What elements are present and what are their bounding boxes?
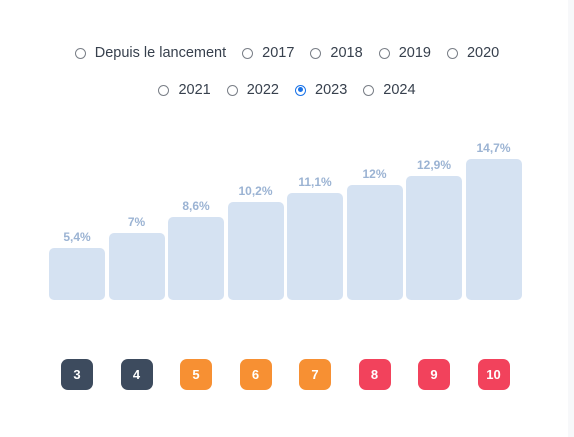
radio-button[interactable] — [242, 47, 254, 59]
bar — [227, 202, 284, 300]
bar-value-label: 12% — [362, 166, 387, 181]
category-badge: 3 — [61, 359, 93, 390]
bar — [465, 158, 522, 300]
bar-value-label: 14,7% — [476, 140, 511, 155]
radio-option-2024[interactable]: 2024 — [363, 82, 416, 98]
scroll-edge — [568, 0, 574, 437]
radio-option-2021[interactable]: 2021 — [158, 82, 211, 98]
category-badge: 4 — [120, 359, 153, 390]
radio-option-2019[interactable]: 2019 — [378, 45, 431, 61]
bar-value-label: 5,4% — [63, 230, 91, 245]
bar-value-label: 12,9% — [416, 158, 452, 173]
radio-button[interactable] — [310, 47, 322, 59]
radio-button[interactable] — [226, 84, 238, 96]
bar — [168, 217, 224, 300]
radio-button[interactable] — [363, 84, 375, 96]
radio-option-depuis-le-lancement[interactable]: Depuis le lancement — [74, 45, 227, 61]
category-badge: 5 — [180, 359, 212, 390]
radio-option-2022[interactable]: 2022 — [226, 82, 279, 98]
category-badge: 8 — [358, 359, 391, 390]
bar — [287, 193, 343, 300]
radio-option-2020[interactable]: 2020 — [446, 45, 500, 61]
bar — [406, 176, 462, 300]
period-filter-row-1: Depuis le lancement 2017 2018 2019 2020 — [0, 45, 574, 61]
radio-button[interactable] — [158, 84, 170, 96]
radio-label: 2024 — [383, 82, 416, 98]
radio-label: 2023 — [315, 82, 348, 98]
radio-button[interactable] — [446, 47, 458, 59]
radio-label: 2019 — [398, 45, 431, 61]
bar — [346, 184, 403, 300]
radio-button[interactable] — [378, 47, 390, 59]
radio-label: 2017 — [262, 45, 295, 61]
radio-option-2017[interactable]: 2017 — [242, 45, 294, 61]
radio-label: 2022 — [246, 82, 279, 98]
bar-value-label: 7% — [127, 214, 146, 229]
radio-label: Depuis le lancement — [94, 45, 227, 61]
bar-value-label: 11,1% — [298, 175, 332, 190]
category-badge: 7 — [299, 359, 331, 390]
radio-label: 2020 — [466, 45, 500, 61]
category-badge: 10 — [477, 359, 510, 390]
bar — [108, 232, 165, 300]
radio-button[interactable] — [295, 84, 306, 96]
bar-value-label: 10,2% — [238, 184, 273, 199]
category-badge: 6 — [239, 359, 272, 390]
radio-button[interactable] — [74, 47, 86, 59]
category-badge: 9 — [418, 359, 450, 390]
radio-option-2023[interactable]: 2023 — [295, 82, 347, 98]
radio-label: 2018 — [330, 45, 363, 61]
radio-option-2018[interactable]: 2018 — [310, 45, 363, 61]
bar-value-label: 8,6% — [182, 199, 210, 214]
radio-label: 2021 — [178, 82, 211, 98]
period-filter-row-2: 2021 2022 2023 2024 — [0, 82, 574, 98]
bar — [49, 248, 105, 300]
